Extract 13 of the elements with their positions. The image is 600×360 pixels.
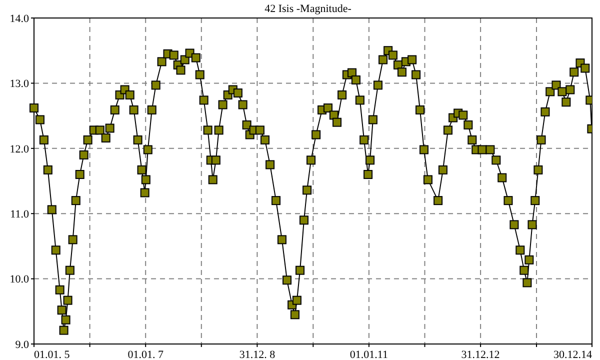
x-tick-label: 01.01. 7: [128, 349, 164, 360]
x-tick-label: 31.12. 8: [239, 349, 276, 360]
y-tick-label: 9.0: [15, 338, 30, 351]
y-tick-label: 10.0: [10, 274, 30, 286]
y-tick-label: 12.0: [10, 143, 30, 156]
x-tick-label: 30.12.14: [554, 349, 592, 360]
x-tick-label: 31.12.12: [461, 349, 500, 360]
y-tick-label: 14.0: [10, 12, 30, 25]
x-tick-label: 01.01. 5: [34, 349, 70, 360]
chart-title: 42 Isis -Magnitude-: [264, 3, 352, 15]
y-tick-label: 11.0: [10, 208, 30, 220]
y-tick-label: 13.0: [10, 78, 30, 90]
x-tick-label: 01.01.11: [350, 349, 388, 360]
